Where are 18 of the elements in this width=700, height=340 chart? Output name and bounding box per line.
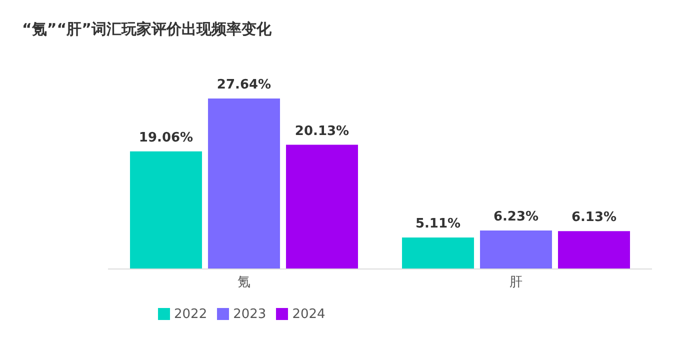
bar — [480, 230, 552, 269]
data-label: 27.64% — [216, 77, 272, 92]
bar — [402, 237, 474, 269]
legend-label: 2024 — [292, 307, 326, 322]
x-tick-label: 氪 — [238, 275, 250, 290]
chart-title: “氪”“肝”词汇玩家评价出现频率变化 — [22, 20, 272, 39]
legend-label: 2022 — [174, 307, 208, 322]
bar — [286, 144, 358, 269]
legend-label: 2023 — [233, 307, 266, 322]
data-label: 20.13% — [294, 124, 350, 139]
bar — [208, 98, 280, 269]
bar — [130, 151, 202, 269]
data-label: 5.11% — [415, 216, 461, 232]
data-label: 19.06% — [138, 130, 194, 146]
x-tick-label: 肝 — [510, 275, 522, 290]
data-label: 6.23% — [493, 210, 539, 225]
data-label: 6.13% — [571, 210, 617, 226]
bar — [558, 231, 630, 269]
